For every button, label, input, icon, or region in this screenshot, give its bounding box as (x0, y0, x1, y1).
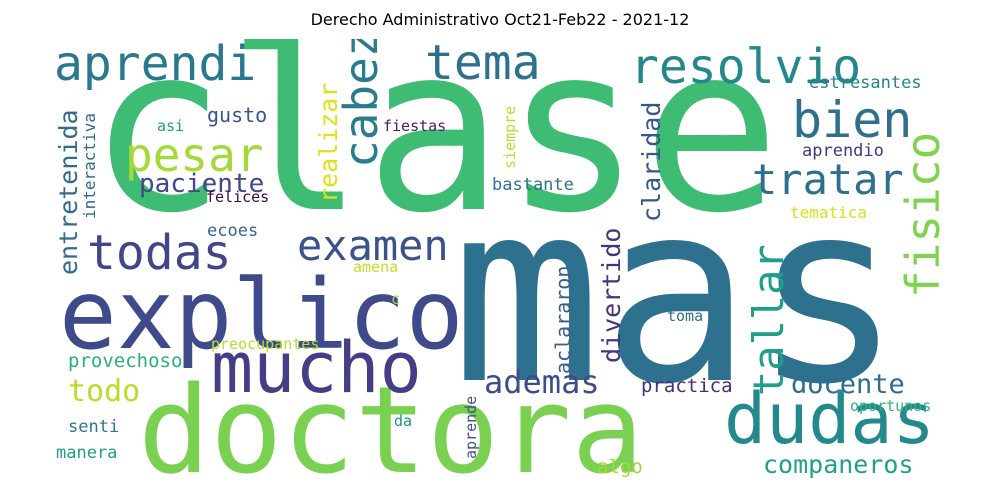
word-explico: explico (59, 259, 464, 371)
chart-title: Derecho Administrativo Oct21-Feb22 - 202… (310, 10, 690, 29)
word-examen: examen (297, 221, 449, 270)
word-tematica: tematica (790, 203, 868, 222)
word-tallar: tallar (744, 244, 793, 396)
word-manera: manera (56, 443, 118, 463)
word-clase: clase (88, 39, 781, 264)
word-fiestas: fiestas (383, 117, 447, 135)
word-mas: mas (451, 148, 903, 439)
word-preocupantes: preocupantes (211, 335, 320, 353)
word-felices: felices (206, 188, 270, 206)
word-docente: docente (791, 369, 905, 400)
word-todo: todo (68, 374, 141, 409)
word-siempre: siempre (501, 105, 519, 169)
word-aprende: aprende (462, 395, 480, 459)
word-entretenida: entretenida (54, 109, 83, 275)
word-gusto: gusto (207, 103, 268, 127)
word-realizar: realizar (314, 82, 343, 203)
word-divertido: divertido (597, 227, 626, 363)
word-interactiva: interactiva (80, 113, 99, 219)
word-tema: tema (425, 39, 541, 91)
word-fisico: fisico (896, 131, 950, 298)
word-aclararon: aclararon (551, 265, 575, 374)
word-practica: practica (641, 375, 733, 397)
word-oportunos: oportunos (850, 397, 932, 415)
word-mucho: mucho (211, 327, 422, 409)
word-paciente: paciente (139, 169, 265, 199)
word-bien: bien (792, 91, 913, 149)
word-aprendi: aprendi (54, 39, 257, 92)
word-companeros: companeros (763, 450, 914, 479)
word-amena: amena (353, 258, 399, 276)
word-estresantes: estresantes (809, 73, 922, 93)
word-doctora: doctora (138, 362, 644, 483)
word-senti: senti (68, 417, 120, 437)
word-provechoso: provechoso (68, 350, 183, 372)
word-cloud: clase mas doctora explico mucho dudas ap… (50, 39, 950, 482)
word-todas: todas (87, 225, 232, 281)
word-ecoes: ecoes (207, 221, 259, 241)
word-bastante: bastante (492, 175, 574, 195)
word-da: da (394, 412, 413, 430)
word-ademas: ademas (484, 363, 600, 401)
word-cabeza: cabeza (334, 39, 388, 168)
word-claridad: claridad (637, 101, 666, 222)
word-asi: asi (157, 117, 185, 135)
word-resolvio: resolvio (630, 39, 862, 95)
word-pesar: pesar (125, 128, 264, 182)
word-algo: algo (597, 456, 643, 478)
word-aprendio: aprendio (802, 141, 884, 161)
word-toma: toma (667, 307, 704, 325)
word-tratar: tratar (752, 155, 904, 204)
word-c: c (391, 290, 401, 308)
word-dudas: dudas (724, 378, 935, 460)
